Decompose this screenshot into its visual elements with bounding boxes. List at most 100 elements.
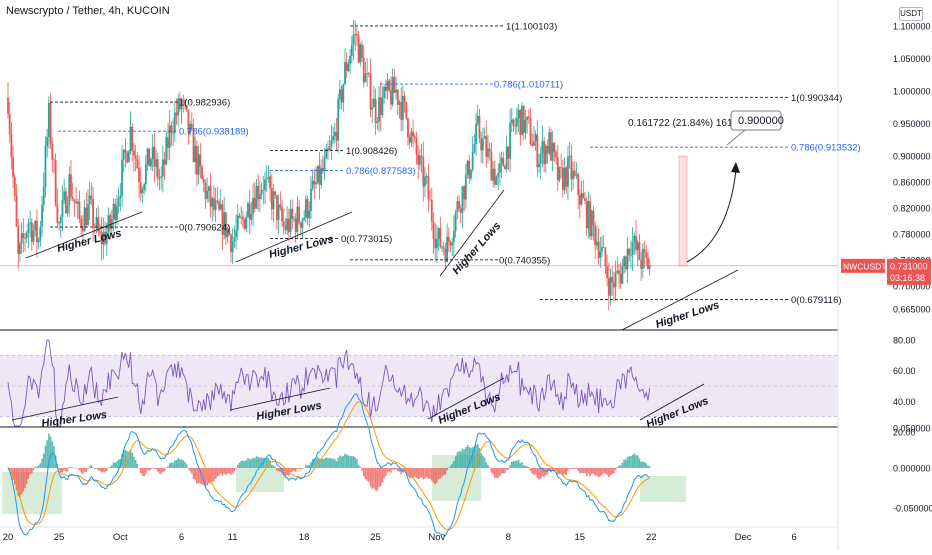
time-tick-label: Dec [735,532,752,543]
trendline[interactable] [25,211,143,259]
rsi-trendline[interactable] [639,383,705,421]
candle-body [454,212,457,231]
macd-histogram-bar [485,462,488,468]
macd-histogram-bar [459,451,462,468]
macd-histogram-bar [415,468,418,478]
candle-body [519,109,522,136]
macd-histogram-bar [168,463,171,468]
rsi-trendline[interactable] [229,387,331,411]
candle-body [187,109,190,134]
candle-body [80,218,83,228]
macd-histogram-bar [162,468,164,472]
macd-histogram-bar [248,459,251,468]
candle-body [500,157,503,164]
candle-body [70,174,72,198]
candle-body [223,212,226,235]
candle-body [386,80,389,92]
rsi-trendline[interactable] [427,377,505,420]
macd-histogram-bar [242,460,244,468]
candle-body [575,174,578,176]
macd-histogram-bar [516,460,518,468]
candle-body [247,203,249,217]
macd-histogram-bar [381,468,384,483]
macd-histogram-bar [293,468,295,471]
macd-histogram-bar [539,468,542,479]
quote-currency-badge[interactable]: USDT [899,7,923,21]
rsi-trendline[interactable] [11,396,119,421]
trendline[interactable] [439,189,505,277]
candle-body [209,186,212,207]
candle-body [182,100,185,102]
target-callout[interactable] [730,110,782,131]
projection-arrow[interactable] [686,169,737,263]
candle-body [54,160,57,205]
macd-histogram-bar [475,445,477,468]
macd-histogram-bar [97,468,100,471]
candle-body [197,154,200,175]
macd-histogram-bar [70,467,72,468]
macd-histogram-bar [146,468,149,471]
macd-histogram-bar [333,459,336,468]
macd-histogram-bar [643,462,646,468]
candle-body [553,142,556,153]
candle-body [196,146,198,175]
macd-histogram-bar [577,468,579,472]
candle-body [645,252,648,258]
candle-body [10,133,13,158]
macd-histogram-bar [351,456,353,468]
macd-highlight-box[interactable] [236,468,284,492]
macd-histogram-bar [100,468,103,473]
macd-histogram-bar [625,459,627,468]
candle-body [114,203,117,221]
macd-histogram-bar [240,460,242,468]
candle-body [260,190,263,195]
macd-histogram-bar [572,468,574,469]
candle-body [602,247,605,248]
symbol-tag [841,258,885,273]
candle-body [556,157,559,181]
price-tick-label: 0.900000 [893,152,931,162]
macd-histogram-bar [573,468,576,470]
candle-body [175,112,178,116]
candle-body [335,131,338,141]
trendline[interactable] [621,269,739,331]
candle-body [144,164,147,184]
macd-histogram-bar [214,468,217,479]
fib-level-label: 0(0.679116) [791,295,842,306]
fib-level-label: 0.786(0.877583) [346,166,416,177]
candle-body [233,236,236,242]
macd-histogram-bar [590,468,593,475]
macd-histogram-bar [444,468,447,475]
candle-body [30,222,33,242]
macd-histogram-bar [245,460,248,468]
macd-histogram-bar [545,468,547,476]
macd-histogram-bar [53,445,55,468]
macd-highlight-box[interactable] [640,476,686,502]
candle-body [437,228,440,240]
macd-histogram-bar [507,468,510,470]
candle-body [133,150,135,156]
trendline[interactable] [235,211,353,263]
macd-histogram-bar [512,461,515,468]
macd-histogram-bar [260,457,263,468]
fib-level-label: 0(0.790624) [179,223,230,234]
fib-level-label: 0.786(0.913532) [791,143,861,154]
price-tick-label: 0.820000 [893,204,931,214]
macd-histogram-bar [538,468,540,480]
last-price-tag [887,258,931,285]
macd-histogram-bar [543,468,545,478]
candle-body [631,242,634,256]
candle-body [422,157,425,187]
candle-body [165,137,168,165]
macd-histogram-bar [405,468,408,474]
candle-body [8,113,11,134]
candle-body [573,170,576,176]
measure-box[interactable] [678,155,688,267]
candle-body [211,198,214,207]
macd-histogram-bar [463,449,465,468]
candle-body [199,154,202,167]
candle-body [291,208,294,219]
macd-histogram-bar [465,447,467,468]
